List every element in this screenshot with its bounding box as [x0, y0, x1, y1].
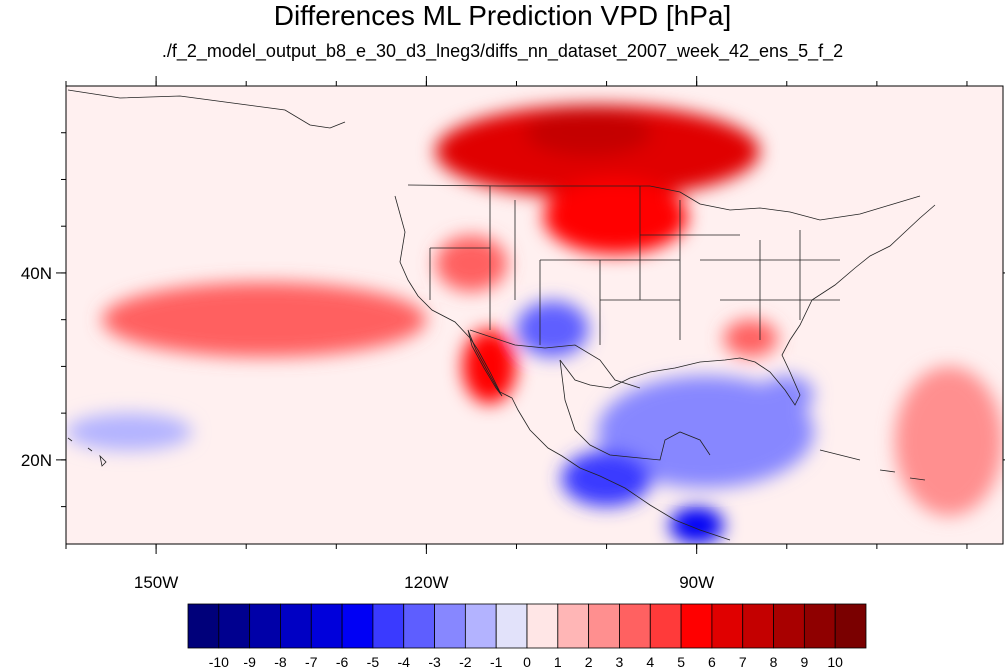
colorbar-swatch	[372, 603, 405, 649]
colorbar-swatch	[526, 603, 559, 649]
field-region-atlantic-ridge	[894, 366, 1003, 516]
east-coast	[811, 204, 936, 301]
colorbar-swatch	[711, 603, 744, 649]
hawaii-islands	[67, 437, 107, 467]
field-region-canada-core	[525, 109, 652, 157]
colorbar-label: -9	[243, 654, 256, 670]
coastline-overlay	[67, 89, 936, 541]
field-region-southwest-us-negative	[516, 300, 589, 358]
colorbar-swatch	[218, 603, 251, 649]
alaska-coast	[67, 89, 346, 129]
colorbar-label: 6	[708, 654, 716, 670]
colorbar-label: 5	[677, 654, 685, 670]
field-region-mexico-pacific-coast-negative	[561, 450, 652, 507]
colorbar-label: -6	[336, 654, 349, 670]
y-tick-label: 20N	[21, 451, 52, 470]
state-line-central	[639, 186, 840, 340]
vpd-difference-field	[66, 104, 1003, 544]
field-region-central-america-negative	[669, 506, 724, 544]
x-tick-label: 90W	[679, 573, 714, 592]
field-region-florida-negative	[759, 375, 814, 414]
colorbar-swatch	[249, 603, 281, 649]
page-subtitle: ./f_2_model_output_b8_e_30_d3_lneg3/diff…	[161, 41, 844, 61]
colorbar-label: 0	[523, 654, 531, 670]
map-frame	[65, 85, 1004, 545]
colorbar-label: 1	[554, 654, 562, 670]
colorbar-swatch	[310, 603, 343, 649]
colorbar-swatch	[187, 603, 220, 649]
colorbar-swatch	[464, 603, 497, 649]
colorbar-label: 7	[739, 654, 747, 670]
colorbar-swatch	[742, 603, 774, 649]
field-region-hawaii-negative	[66, 413, 193, 451]
field-region-pacific-band	[102, 282, 427, 358]
colorbar-swatch	[588, 603, 620, 649]
field-region-southeast-us	[723, 319, 778, 358]
colorbar-swatch	[557, 603, 590, 649]
us-coastline	[394, 195, 731, 541]
colorbar-label: -7	[305, 654, 318, 670]
gulf-coast	[559, 299, 813, 406]
colorbar-label: 9	[800, 654, 808, 670]
x-tick-label: 120W	[404, 573, 448, 592]
colorbar-label: -3	[428, 654, 441, 670]
colorbar-label: -1	[490, 654, 503, 670]
colorbar-swatch	[834, 603, 867, 649]
page-title: Differences ML Prediction VPD [hPa]	[273, 0, 732, 31]
colorbar-swatch	[619, 603, 651, 649]
colorbar-label: -4	[398, 654, 411, 670]
colorbar-label: -8	[274, 654, 287, 670]
baja-peninsula	[467, 329, 503, 397]
colorbar-label: -10	[209, 654, 229, 670]
colorbar-swatch	[280, 603, 312, 649]
colorbar-label: 2	[585, 654, 593, 670]
field-region-baja-california	[462, 329, 517, 404]
colorbar: -10 -9 -8 -7 -6 -5 -4 -3 -2 -1 0 1 2 3 4 5 6 7 8 9 10	[187, 603, 867, 670]
field-region-gulf-of-mexico-negative	[597, 375, 814, 488]
caribbean-islands	[819, 449, 926, 481]
colorbar-swatch	[680, 603, 713, 649]
map-ticks: 150W 120W 90W 40N 20N	[21, 76, 1005, 592]
field-region-great-basin	[435, 235, 508, 292]
y-tick-label: 40N	[21, 264, 52, 283]
field-region-northern-plains	[543, 179, 688, 255]
colorbar-swatch	[341, 603, 374, 649]
colorbar-swatch	[649, 603, 682, 649]
colorbar-swatch	[773, 603, 805, 649]
colorbar-label: 4	[646, 654, 654, 670]
state-line-west	[429, 186, 680, 345]
colorbar-label: -2	[459, 654, 472, 670]
x-tick-label: 150W	[134, 573, 178, 592]
colorbar-label: 8	[770, 654, 778, 670]
colorbar-label: 3	[616, 654, 624, 670]
colorbar-label: 10	[827, 654, 843, 670]
canada-border	[407, 184, 921, 221]
colorbar-swatch	[495, 603, 528, 649]
colorbar-swatch	[803, 603, 836, 649]
colorbar-swatch	[434, 603, 466, 649]
colorbar-label: -5	[367, 654, 380, 670]
mexico-gulf-coast	[559, 359, 711, 461]
us-mexico-border	[469, 329, 641, 389]
colorbar-swatch	[403, 603, 435, 649]
